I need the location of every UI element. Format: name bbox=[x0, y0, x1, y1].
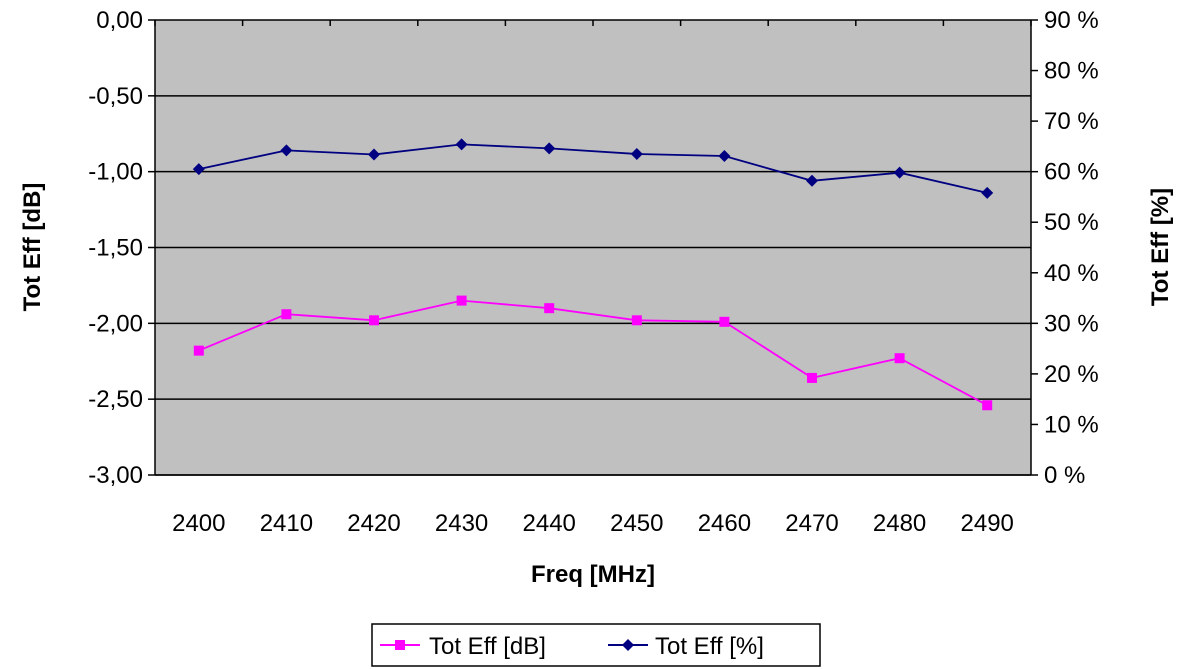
left-tick-label: -0,50 bbox=[88, 83, 143, 110]
right-tick-label: 20 % bbox=[1044, 361, 1099, 388]
legend-label-db: Tot Eff [dB] bbox=[429, 633, 546, 660]
right-tick-label: 80 % bbox=[1044, 58, 1099, 85]
data-point-square bbox=[719, 316, 730, 327]
right-tick-label: 40 % bbox=[1044, 260, 1099, 287]
data-point-square bbox=[193, 345, 204, 356]
right-tick-label: 30 % bbox=[1044, 310, 1099, 337]
left-tick-label: -2,00 bbox=[88, 310, 143, 337]
x-tick-label: 2430 bbox=[435, 510, 488, 537]
legend-label-percent: Tot Eff [%] bbox=[655, 633, 764, 660]
data-point-diamond bbox=[368, 148, 380, 161]
left-tick-label: 0,00 bbox=[96, 7, 143, 34]
data-point-square bbox=[281, 309, 292, 320]
x-axis-ticks: 2400 2410 2420 2430 2440 2450 2460 2470 2480 2490 bbox=[154, 20, 1032, 537]
x-tick-label: 2460 bbox=[698, 510, 751, 537]
left-axis-title: Tot Eff [dB] bbox=[19, 183, 46, 312]
left-tick-label: -2,50 bbox=[88, 386, 143, 413]
x-tick-label: 2410 bbox=[260, 510, 313, 537]
data-point-square bbox=[544, 303, 555, 314]
right-axis-ticks: 90 % 80 % 70 % 60 % 50 % 40 % 30 % 20 % 10 % 0 % bbox=[1031, 7, 1099, 489]
data-point-diamond bbox=[981, 186, 994, 199]
data-point-diamond bbox=[718, 149, 731, 162]
data-point-diamond bbox=[280, 144, 293, 157]
data-point-square bbox=[369, 315, 379, 326]
right-tick-label: 50 % bbox=[1044, 209, 1099, 236]
legend-marker-square bbox=[395, 640, 405, 650]
x-tick-label: 2450 bbox=[610, 510, 663, 537]
data-point-diamond bbox=[192, 163, 205, 176]
data-point-diamond bbox=[630, 147, 643, 160]
x-tick-label: 2480 bbox=[873, 510, 926, 537]
x-tick-label: 2490 bbox=[961, 510, 1014, 537]
x-tick-label: 2440 bbox=[523, 510, 576, 537]
legend-box bbox=[371, 623, 821, 667]
data-point-square bbox=[807, 372, 817, 383]
data-point-square bbox=[894, 353, 905, 364]
left-tick-label: -1,50 bbox=[88, 235, 143, 262]
x-tick-label: 2420 bbox=[347, 510, 400, 537]
x-tick-label: 2400 bbox=[172, 510, 225, 537]
right-tick-label: 90 % bbox=[1044, 7, 1099, 34]
right-tick-label: 60 % bbox=[1044, 159, 1099, 186]
data-point-diamond bbox=[543, 142, 556, 155]
data-point-square bbox=[982, 400, 993, 411]
data-point-diamond bbox=[893, 166, 906, 179]
series-line-0 bbox=[198, 299, 988, 406]
legend: Tot Eff [dB] Tot Eff [%] bbox=[371, 623, 821, 667]
right-tick-label: 0 % bbox=[1044, 462, 1085, 489]
right-tick-label: 10 % bbox=[1044, 411, 1099, 438]
data-point-square bbox=[631, 315, 642, 326]
right-tick-label: 70 % bbox=[1044, 108, 1099, 135]
left-tick-label: -1,00 bbox=[88, 159, 143, 186]
data-point-square bbox=[456, 295, 467, 306]
right-axis-title: Tot Eff [%] bbox=[1147, 188, 1174, 306]
data-point-diamond bbox=[806, 174, 818, 187]
data-point-diamond bbox=[455, 138, 468, 151]
series-layer bbox=[192, 138, 994, 411]
x-axis-title: Freq [MHz] bbox=[531, 561, 655, 588]
x-tick-label: 2470 bbox=[785, 510, 838, 537]
series-line-1 bbox=[198, 143, 988, 194]
left-axis-ticks: 0,00 -0,50 -1,00 -1,50 -2,00 -2,50 -3,00 bbox=[88, 7, 155, 489]
legend-marker-diamond bbox=[622, 639, 634, 651]
left-tick-label: -3,00 bbox=[88, 462, 143, 489]
